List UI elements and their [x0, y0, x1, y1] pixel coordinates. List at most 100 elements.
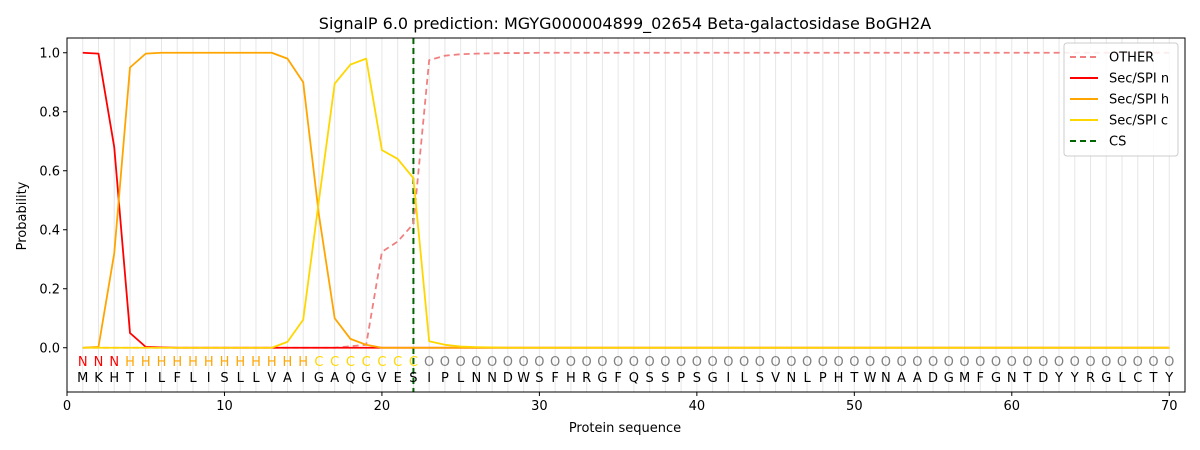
residue-label: G — [314, 371, 324, 386]
residue-label: W — [864, 371, 877, 386]
region-label: O — [896, 355, 906, 370]
residue-label: F — [977, 371, 984, 386]
region-label: O — [487, 355, 497, 370]
region-label: H — [251, 355, 261, 370]
residue-label: I — [207, 371, 211, 386]
region-label: O — [881, 355, 891, 370]
y-axis: 0.0 0.2 0.4 0.6 0.8 1.0 — [39, 46, 67, 356]
residue-label: N — [472, 371, 482, 386]
grid-lines — [82, 38, 1170, 392]
series-lines — [82, 51, 1170, 349]
region-label: O — [818, 355, 828, 370]
y-tick-label: 0.8 — [39, 105, 60, 120]
region-label: H — [141, 355, 151, 370]
residue-label: G — [361, 371, 371, 386]
region-label: N — [109, 355, 119, 370]
region-label: C — [330, 355, 339, 370]
y-tick-label: 0.2 — [39, 282, 60, 297]
region-label: O — [1022, 355, 1032, 370]
residue-label: V — [267, 371, 276, 386]
region-label: O — [582, 355, 592, 370]
residue-label: F — [551, 371, 558, 386]
residue-label: H — [834, 371, 844, 386]
residue-label: H — [109, 371, 119, 386]
region-label: H — [172, 355, 182, 370]
y-tick-label: 0.6 — [39, 164, 60, 179]
residue-label: S — [220, 371, 228, 386]
residue-label: Y — [1070, 371, 1079, 386]
region-label: O — [865, 355, 875, 370]
residue-label: L — [237, 371, 245, 386]
residue-label: R — [1086, 371, 1095, 386]
region-label: O — [1038, 355, 1048, 370]
legend-entry: Sec/SPI c — [1109, 114, 1168, 129]
region-label: H — [204, 355, 214, 370]
residue-label: L — [158, 371, 166, 386]
residue-label: Y — [1164, 371, 1173, 386]
region-label: O — [456, 355, 466, 370]
residue-label: W — [517, 371, 530, 386]
residue-label: G — [597, 371, 607, 386]
region-label: O — [1085, 355, 1095, 370]
series-line-sec-spi-c — [82, 57, 1170, 349]
region-label: O — [944, 355, 954, 370]
region-label: H — [235, 355, 245, 370]
sequence-annotation: NMNKNHHTHIHLHFHLHIHSHLHLHVHAHICGCACQCGCV… — [77, 355, 1174, 386]
region-label: O — [613, 355, 623, 370]
region-label: O — [1070, 355, 1080, 370]
x-tick-label: 60 — [1004, 399, 1021, 414]
region-label: O — [534, 355, 544, 370]
region-label: O — [1133, 355, 1143, 370]
residue-label: N — [1007, 371, 1017, 386]
region-label: H — [298, 355, 308, 370]
region-label: O — [802, 355, 812, 370]
region-label: O — [597, 355, 607, 370]
region-label: O — [676, 355, 686, 370]
residue-label: H — [566, 371, 576, 386]
region-label: H — [283, 355, 293, 370]
region-label: O — [739, 355, 749, 370]
residue-label: F — [173, 371, 180, 386]
residue-label: S — [535, 371, 543, 386]
region-label: O — [645, 355, 655, 370]
residue-label: Y — [1054, 371, 1063, 386]
legend-box — [1063, 42, 1179, 157]
region-label: O — [1101, 355, 1111, 370]
region-label: O — [1148, 355, 1158, 370]
region-label: O — [975, 355, 985, 370]
region-label: O — [503, 355, 513, 370]
residue-label: L — [189, 371, 197, 386]
residue-label: S — [645, 371, 653, 386]
region-label: O — [912, 355, 922, 370]
region-label: O — [786, 355, 796, 370]
chart-title: SignalP 6.0 prediction: MGYG000004899_02… — [319, 14, 931, 34]
residue-label: Q — [629, 371, 639, 386]
x-tick-label: 50 — [846, 399, 863, 414]
x-tick-label: 20 — [374, 399, 391, 414]
region-label: O — [723, 355, 733, 370]
region-label: C — [314, 355, 323, 370]
residue-label: G — [991, 371, 1001, 386]
region-label: O — [755, 355, 765, 370]
series-line-other — [82, 51, 1170, 349]
residue-label: A — [913, 371, 922, 386]
residue-label: V — [377, 371, 386, 386]
legend-entry: OTHER — [1109, 51, 1154, 66]
residue-label: T — [849, 371, 858, 386]
region-label: H — [125, 355, 135, 370]
x-tick-label: 70 — [1161, 399, 1178, 414]
region-label: N — [78, 355, 88, 370]
residue-label: I — [144, 371, 148, 386]
residue-label: N — [786, 371, 796, 386]
residue-label: P — [441, 371, 449, 386]
residue-label: L — [252, 371, 260, 386]
residue-label: G — [1101, 371, 1111, 386]
residue-label: S — [756, 371, 764, 386]
y-axis-label: Probability — [15, 181, 30, 250]
residue-label: R — [582, 371, 591, 386]
x-tick-label: 40 — [689, 399, 706, 414]
residue-label: A — [330, 371, 339, 386]
region-label: O — [1054, 355, 1064, 370]
